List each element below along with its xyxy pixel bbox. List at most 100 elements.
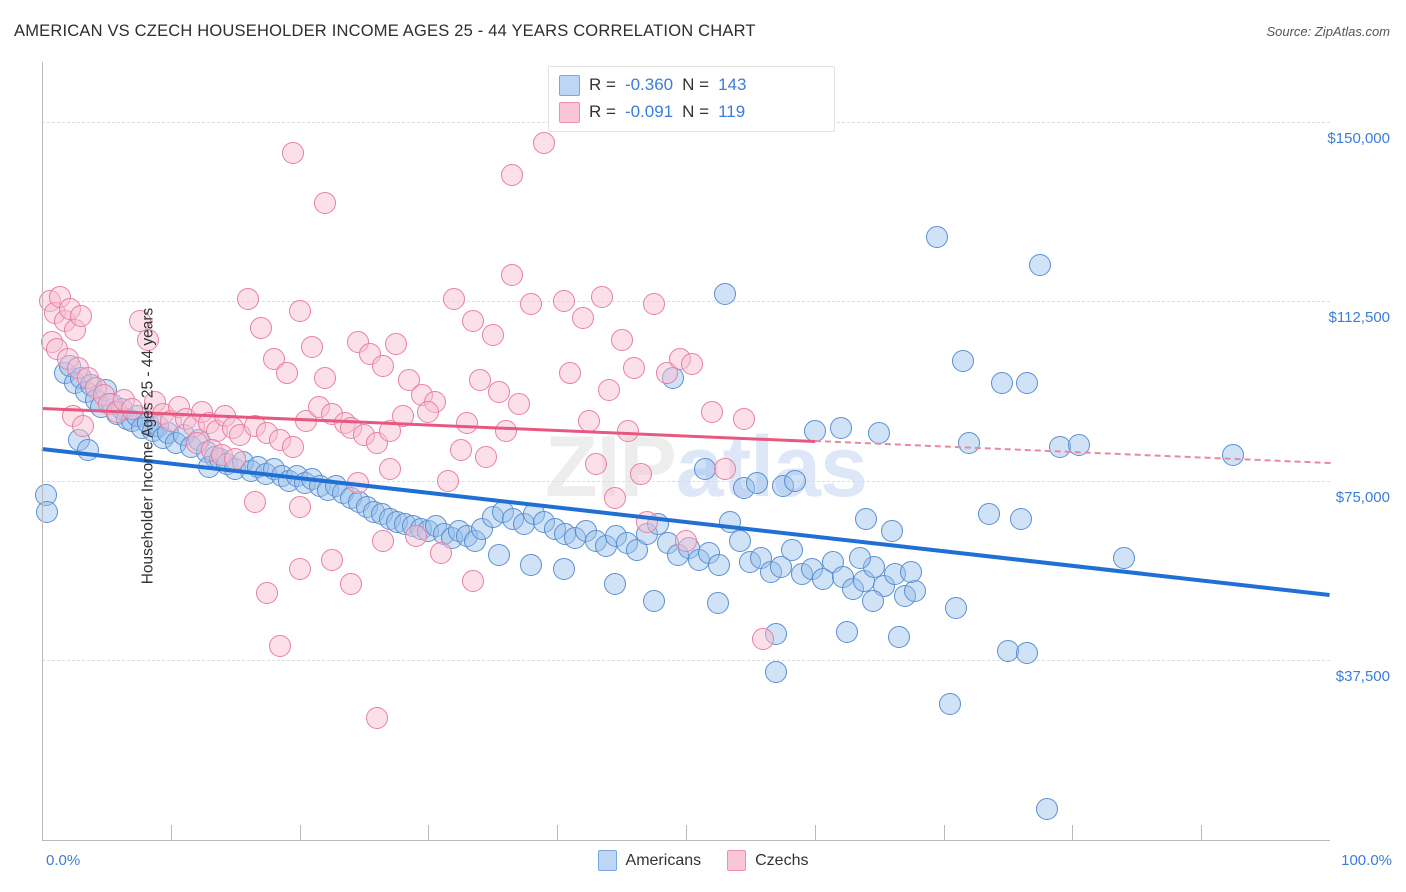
data-point-czechs[interactable] <box>249 316 272 339</box>
data-point-americans[interactable] <box>945 596 968 619</box>
data-point-americans[interactable] <box>707 592 730 614</box>
data-point-czechs[interactable] <box>507 393 530 416</box>
data-point-czechs[interactable] <box>404 524 427 547</box>
data-point-americans[interactable] <box>939 692 962 715</box>
data-point-czechs[interactable] <box>578 410 601 433</box>
data-point-americans[interactable] <box>642 589 665 612</box>
data-point-americans[interactable] <box>926 225 949 248</box>
data-point-czechs[interactable] <box>288 496 311 519</box>
data-point-czechs[interactable] <box>617 419 640 442</box>
data-point-czechs[interactable] <box>642 292 665 315</box>
data-point-americans[interactable] <box>77 438 100 461</box>
legend-item-americans[interactable]: Americans <box>597 850 701 871</box>
data-point-americans[interactable] <box>829 417 852 440</box>
data-point-americans[interactable] <box>1009 508 1032 531</box>
data-point-czechs[interactable] <box>700 400 723 423</box>
data-point-americans[interactable] <box>904 580 927 603</box>
data-point-czechs[interactable] <box>559 362 582 385</box>
data-point-americans[interactable] <box>745 472 768 495</box>
data-point-czechs[interactable] <box>269 635 292 658</box>
data-point-americans[interactable] <box>552 558 575 581</box>
data-point-czechs[interactable] <box>713 457 736 480</box>
data-point-czechs[interactable] <box>520 292 543 315</box>
data-point-czechs[interactable] <box>301 335 324 358</box>
data-point-czechs[interactable] <box>275 362 298 385</box>
data-point-americans[interactable] <box>1222 443 1245 466</box>
data-point-czechs[interactable] <box>597 378 620 401</box>
data-point-americans[interactable] <box>977 503 1000 526</box>
data-point-czechs[interactable] <box>481 323 504 346</box>
data-point-americans[interactable] <box>868 422 891 445</box>
data-point-czechs[interactable] <box>501 163 524 186</box>
data-point-americans[interactable] <box>861 589 884 612</box>
data-point-americans[interactable] <box>1048 436 1071 459</box>
data-point-americans[interactable] <box>1029 254 1052 277</box>
data-point-americans[interactable] <box>900 560 923 583</box>
data-point-czechs[interactable] <box>378 457 401 480</box>
data-point-americans[interactable] <box>1016 642 1039 665</box>
data-point-americans[interactable] <box>1067 434 1090 456</box>
data-point-czechs[interactable] <box>475 445 498 468</box>
data-point-czechs[interactable] <box>571 307 594 330</box>
data-point-czechs[interactable] <box>591 285 614 308</box>
data-point-americans[interactable] <box>958 431 981 454</box>
data-point-czechs[interactable] <box>436 469 459 492</box>
data-point-czechs[interactable] <box>623 357 646 380</box>
data-point-czechs[interactable] <box>288 558 311 581</box>
data-point-czechs[interactable] <box>340 572 363 595</box>
data-point-czechs[interactable] <box>282 436 305 459</box>
data-point-americans[interactable] <box>990 371 1013 394</box>
data-point-americans[interactable] <box>784 469 807 492</box>
data-point-czechs[interactable] <box>256 582 279 605</box>
data-point-czechs[interactable] <box>488 381 511 404</box>
data-point-americans[interactable] <box>488 544 511 567</box>
data-point-czechs[interactable] <box>237 287 260 310</box>
data-point-czechs[interactable] <box>72 414 95 437</box>
data-point-czechs[interactable] <box>468 369 491 392</box>
data-point-czechs[interactable] <box>636 510 659 533</box>
data-point-czechs[interactable] <box>372 355 395 378</box>
data-point-czechs[interactable] <box>378 419 401 442</box>
data-point-czechs[interactable] <box>732 407 755 430</box>
data-point-americans[interactable] <box>729 529 752 552</box>
data-point-americans[interactable] <box>855 508 878 531</box>
data-point-czechs[interactable] <box>604 486 627 509</box>
data-point-czechs[interactable] <box>243 491 266 514</box>
data-point-czechs[interactable] <box>629 462 652 485</box>
data-point-americans[interactable] <box>708 553 731 576</box>
data-point-czechs[interactable] <box>417 400 440 423</box>
data-point-czechs[interactable] <box>320 548 343 571</box>
data-point-czechs[interactable] <box>372 529 395 552</box>
data-point-czechs[interactable] <box>346 472 369 495</box>
data-point-czechs[interactable] <box>314 366 337 389</box>
data-point-czechs[interactable] <box>494 419 517 442</box>
data-point-americans[interactable] <box>604 572 627 595</box>
data-point-czechs[interactable] <box>365 706 388 729</box>
data-point-czechs[interactable] <box>675 529 697 552</box>
data-point-czechs[interactable] <box>385 333 408 356</box>
data-point-americans[interactable] <box>887 625 910 648</box>
data-point-czechs[interactable] <box>681 352 704 375</box>
data-point-czechs[interactable] <box>443 287 466 310</box>
data-point-czechs[interactable] <box>136 328 159 351</box>
data-point-czechs[interactable] <box>501 264 524 287</box>
data-point-czechs[interactable] <box>552 290 575 313</box>
data-point-czechs[interactable] <box>752 627 775 650</box>
data-point-czechs[interactable] <box>288 299 311 322</box>
data-point-americans[interactable] <box>765 661 788 684</box>
data-point-czechs[interactable] <box>69 304 92 327</box>
data-point-americans[interactable] <box>36 501 59 524</box>
data-point-americans[interactable] <box>1112 546 1135 569</box>
data-point-americans[interactable] <box>1016 371 1039 394</box>
data-point-czechs[interactable] <box>456 412 479 435</box>
data-point-czechs[interactable] <box>584 453 607 476</box>
data-point-americans[interactable] <box>713 283 736 306</box>
data-point-americans[interactable] <box>1035 797 1058 820</box>
data-point-americans[interactable] <box>848 546 871 569</box>
data-point-czechs[interactable] <box>314 192 337 215</box>
data-point-czechs[interactable] <box>121 398 144 421</box>
data-point-czechs[interactable] <box>430 541 453 564</box>
data-point-czechs[interactable] <box>449 438 472 461</box>
data-point-czechs[interactable] <box>462 570 485 593</box>
data-point-americans[interactable] <box>520 553 543 576</box>
